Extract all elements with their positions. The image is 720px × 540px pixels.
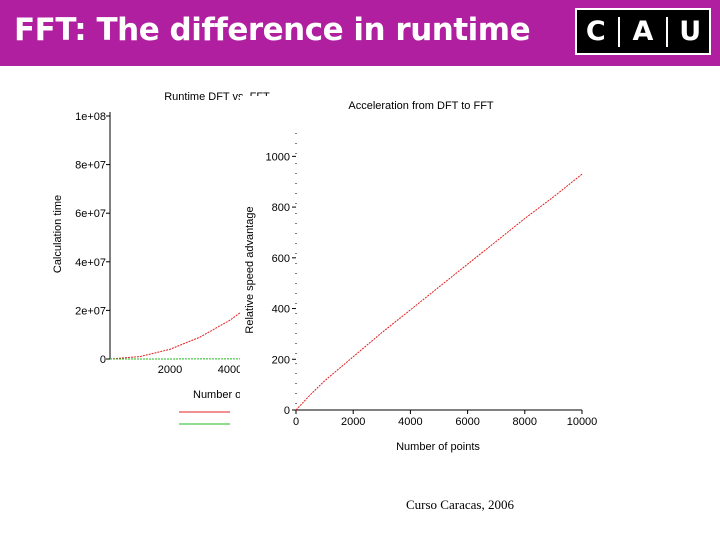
x-tick-label: 2000	[158, 364, 182, 376]
x-tick-label: 0	[293, 416, 299, 428]
y-ticks: 0 2e+07 4e+07 6e+07 8e+07 1e+08	[75, 111, 110, 366]
y-tick-label: 6e+07	[75, 208, 106, 220]
x-ticks: 2000 4000	[158, 364, 242, 376]
x-axis-label: Number o	[193, 389, 241, 401]
y-tick-label: 4e+07	[75, 257, 106, 269]
y-tick-label: 0	[284, 405, 290, 417]
runtime-chart: Runtime DFT vs. FFT Calculation time Num…	[52, 91, 291, 425]
y-axis-label: Relative speed advantage	[244, 206, 256, 333]
x-tick-label: 10000	[567, 416, 598, 428]
y-ticks: 0 200 400 600 800 1000	[266, 151, 296, 417]
y-tick-label: 2e+07	[75, 305, 106, 317]
chart-title: Acceleration from DFT to FFT	[348, 100, 494, 112]
series-line-1	[109, 271, 291, 360]
title-bar: FFT: The difference in runtime C A U	[0, 0, 720, 66]
slide-title: FFT: The difference in runtime	[14, 12, 531, 48]
x-tick-label: 2000	[341, 416, 365, 428]
logo-separator	[618, 16, 621, 47]
y-axis-label: Calculation time	[52, 195, 64, 273]
x-axis-label: Number of points	[396, 441, 480, 453]
y-tick-label: 0	[100, 354, 106, 366]
y-tick-label: 1e+08	[75, 111, 106, 123]
logo-separator	[665, 16, 668, 47]
charts-area: Runtime DFT vs. FFT Calculation time Num…	[52, 91, 640, 476]
x-ticks: 0 2000 4000 6000 8000 10000	[293, 410, 597, 428]
logo-letter-a: A	[632, 16, 654, 47]
footer-text: Curso Caracas, 2006	[406, 497, 514, 512]
series-group	[295, 173, 583, 411]
x-tick-label: 4000	[398, 416, 422, 428]
y-tick-label: 200	[272, 354, 290, 366]
y-tick-label: 600	[272, 253, 290, 265]
y-tick-label: 8e+07	[75, 160, 106, 172]
x-tick-label: 4000	[218, 364, 242, 376]
logo-letter-c: C	[585, 16, 606, 47]
y-tick-label: 400	[272, 304, 290, 316]
acceleration-chart: Acceleration from DFT to FFT Relative sp…	[244, 100, 597, 453]
series-line-1	[295, 173, 583, 411]
y-tick-label: 800	[272, 202, 290, 214]
cau-logo: C A U	[575, 8, 711, 55]
x-tick-label: 8000	[513, 416, 537, 428]
logo-letter-u: U	[679, 16, 702, 47]
x-tick-label: 6000	[455, 416, 479, 428]
y-tick-label: 1000	[266, 151, 290, 163]
